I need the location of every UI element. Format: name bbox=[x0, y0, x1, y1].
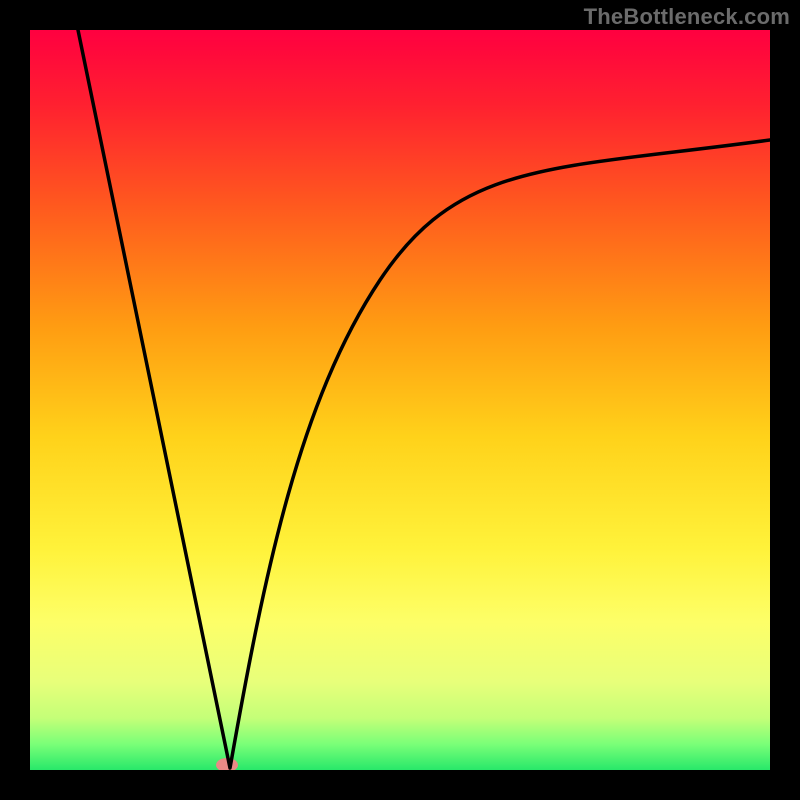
chart-frame: TheBottleneck.com bbox=[0, 0, 800, 800]
chart-svg bbox=[30, 30, 770, 770]
chart-plot-area bbox=[30, 30, 770, 770]
bottleneck-curve bbox=[78, 30, 770, 768]
attribution-label: TheBottleneck.com bbox=[584, 4, 790, 30]
